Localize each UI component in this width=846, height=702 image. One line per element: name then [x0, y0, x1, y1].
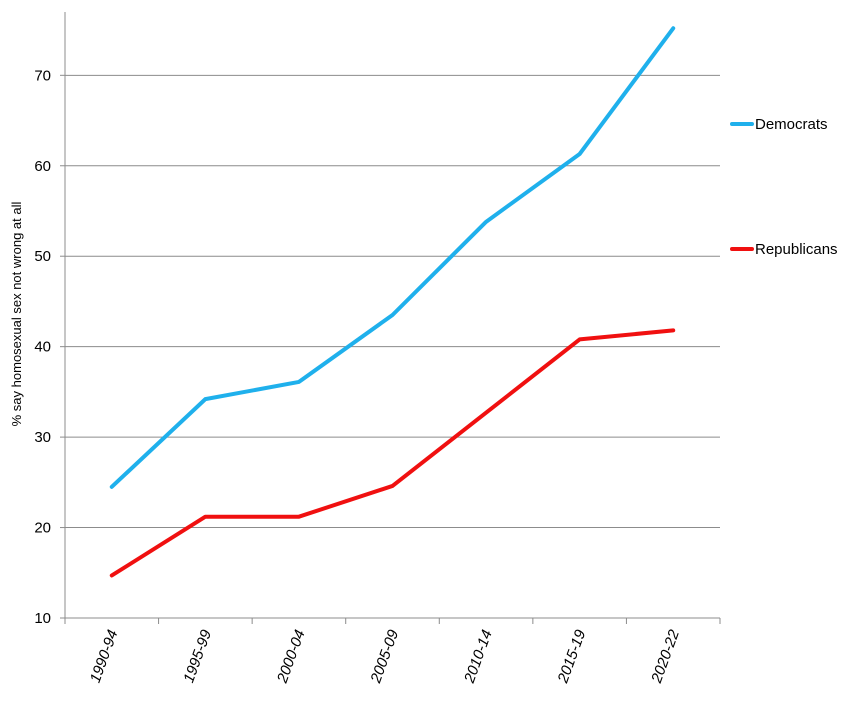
- data-point: [672, 329, 674, 331]
- series-line-republicans: [109, 328, 676, 578]
- data-point: [579, 153, 581, 155]
- data-point: [392, 485, 393, 487]
- y-tick-labels: 10 20 30 40 50 60 70: [34, 67, 51, 627]
- legend: Democrats Republicans: [730, 116, 838, 258]
- data-point: [298, 516, 300, 518]
- legend-label: Democrats: [755, 116, 828, 133]
- data-point: [672, 27, 674, 29]
- x-tick-labels: 1990-94 1995-99 2000-04 2005-09 2010-14 2015-…: [87, 627, 683, 686]
- data-point: [204, 398, 206, 400]
- data-point: [204, 516, 206, 518]
- y-tick-label: 10: [34, 610, 51, 627]
- data-point: [111, 574, 113, 576]
- data-point: [485, 412, 487, 414]
- data-point: [485, 221, 487, 223]
- y-axis-label: % say homosexual sex not wrong at all: [9, 202, 24, 427]
- y-tick-label: 60: [34, 158, 51, 175]
- x-tick-label: 2005-09: [367, 627, 402, 686]
- y-tick-label: 30: [34, 429, 51, 446]
- gridlines: [65, 74, 720, 529]
- data-point: [579, 338, 581, 340]
- x-tick-label: 1995-99: [180, 627, 215, 685]
- y-tick-label: 50: [34, 248, 51, 265]
- y-tick-label: 40: [34, 339, 51, 356]
- x-tick-label: 1990-94: [87, 628, 122, 686]
- series-lines: [109, 26, 676, 578]
- y-tick-label: 70: [34, 67, 51, 84]
- data-point: [298, 381, 300, 383]
- legend-label: Republicans: [755, 241, 838, 258]
- data-point: [392, 314, 393, 316]
- y-tick-label: 20: [34, 520, 51, 537]
- x-tick-label: 2015-19: [554, 627, 589, 686]
- x-tick-label: 2010-14: [461, 628, 496, 686]
- series-line-democrats: [109, 26, 676, 489]
- x-tick-label: 2000-04: [274, 628, 309, 686]
- axes: [60, 12, 721, 624]
- data-point: [111, 486, 113, 488]
- x-tick-label: 2020-22: [648, 627, 683, 686]
